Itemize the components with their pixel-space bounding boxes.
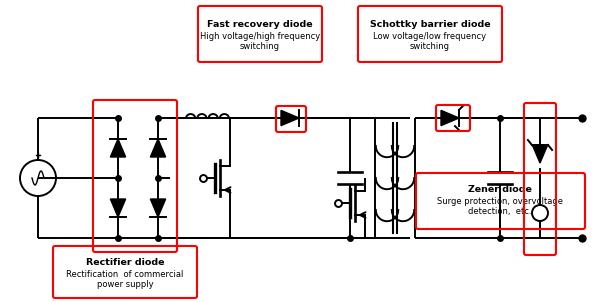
Text: Schottky barrier diode: Schottky barrier diode [370,20,490,29]
Polygon shape [150,139,166,157]
Polygon shape [110,139,126,157]
Polygon shape [441,110,459,126]
Polygon shape [150,199,166,217]
Text: Rectifier diode: Rectifier diode [85,258,164,267]
Text: Low voltage/low frequency
switching: Low voltage/low frequency switching [373,32,486,51]
Polygon shape [110,199,126,217]
Text: High voltage/high frequency
switching: High voltage/high frequency switching [200,32,320,51]
Text: Fast recovery diode: Fast recovery diode [207,20,313,29]
Polygon shape [281,110,299,126]
Polygon shape [532,145,548,163]
Text: Zener diode: Zener diode [468,185,532,194]
Text: Rectification  of commercial
power supply: Rectification of commercial power supply [66,270,184,289]
Text: Surge protection, overvoltage
detection,  etc.: Surge protection, overvoltage detection,… [437,197,563,217]
